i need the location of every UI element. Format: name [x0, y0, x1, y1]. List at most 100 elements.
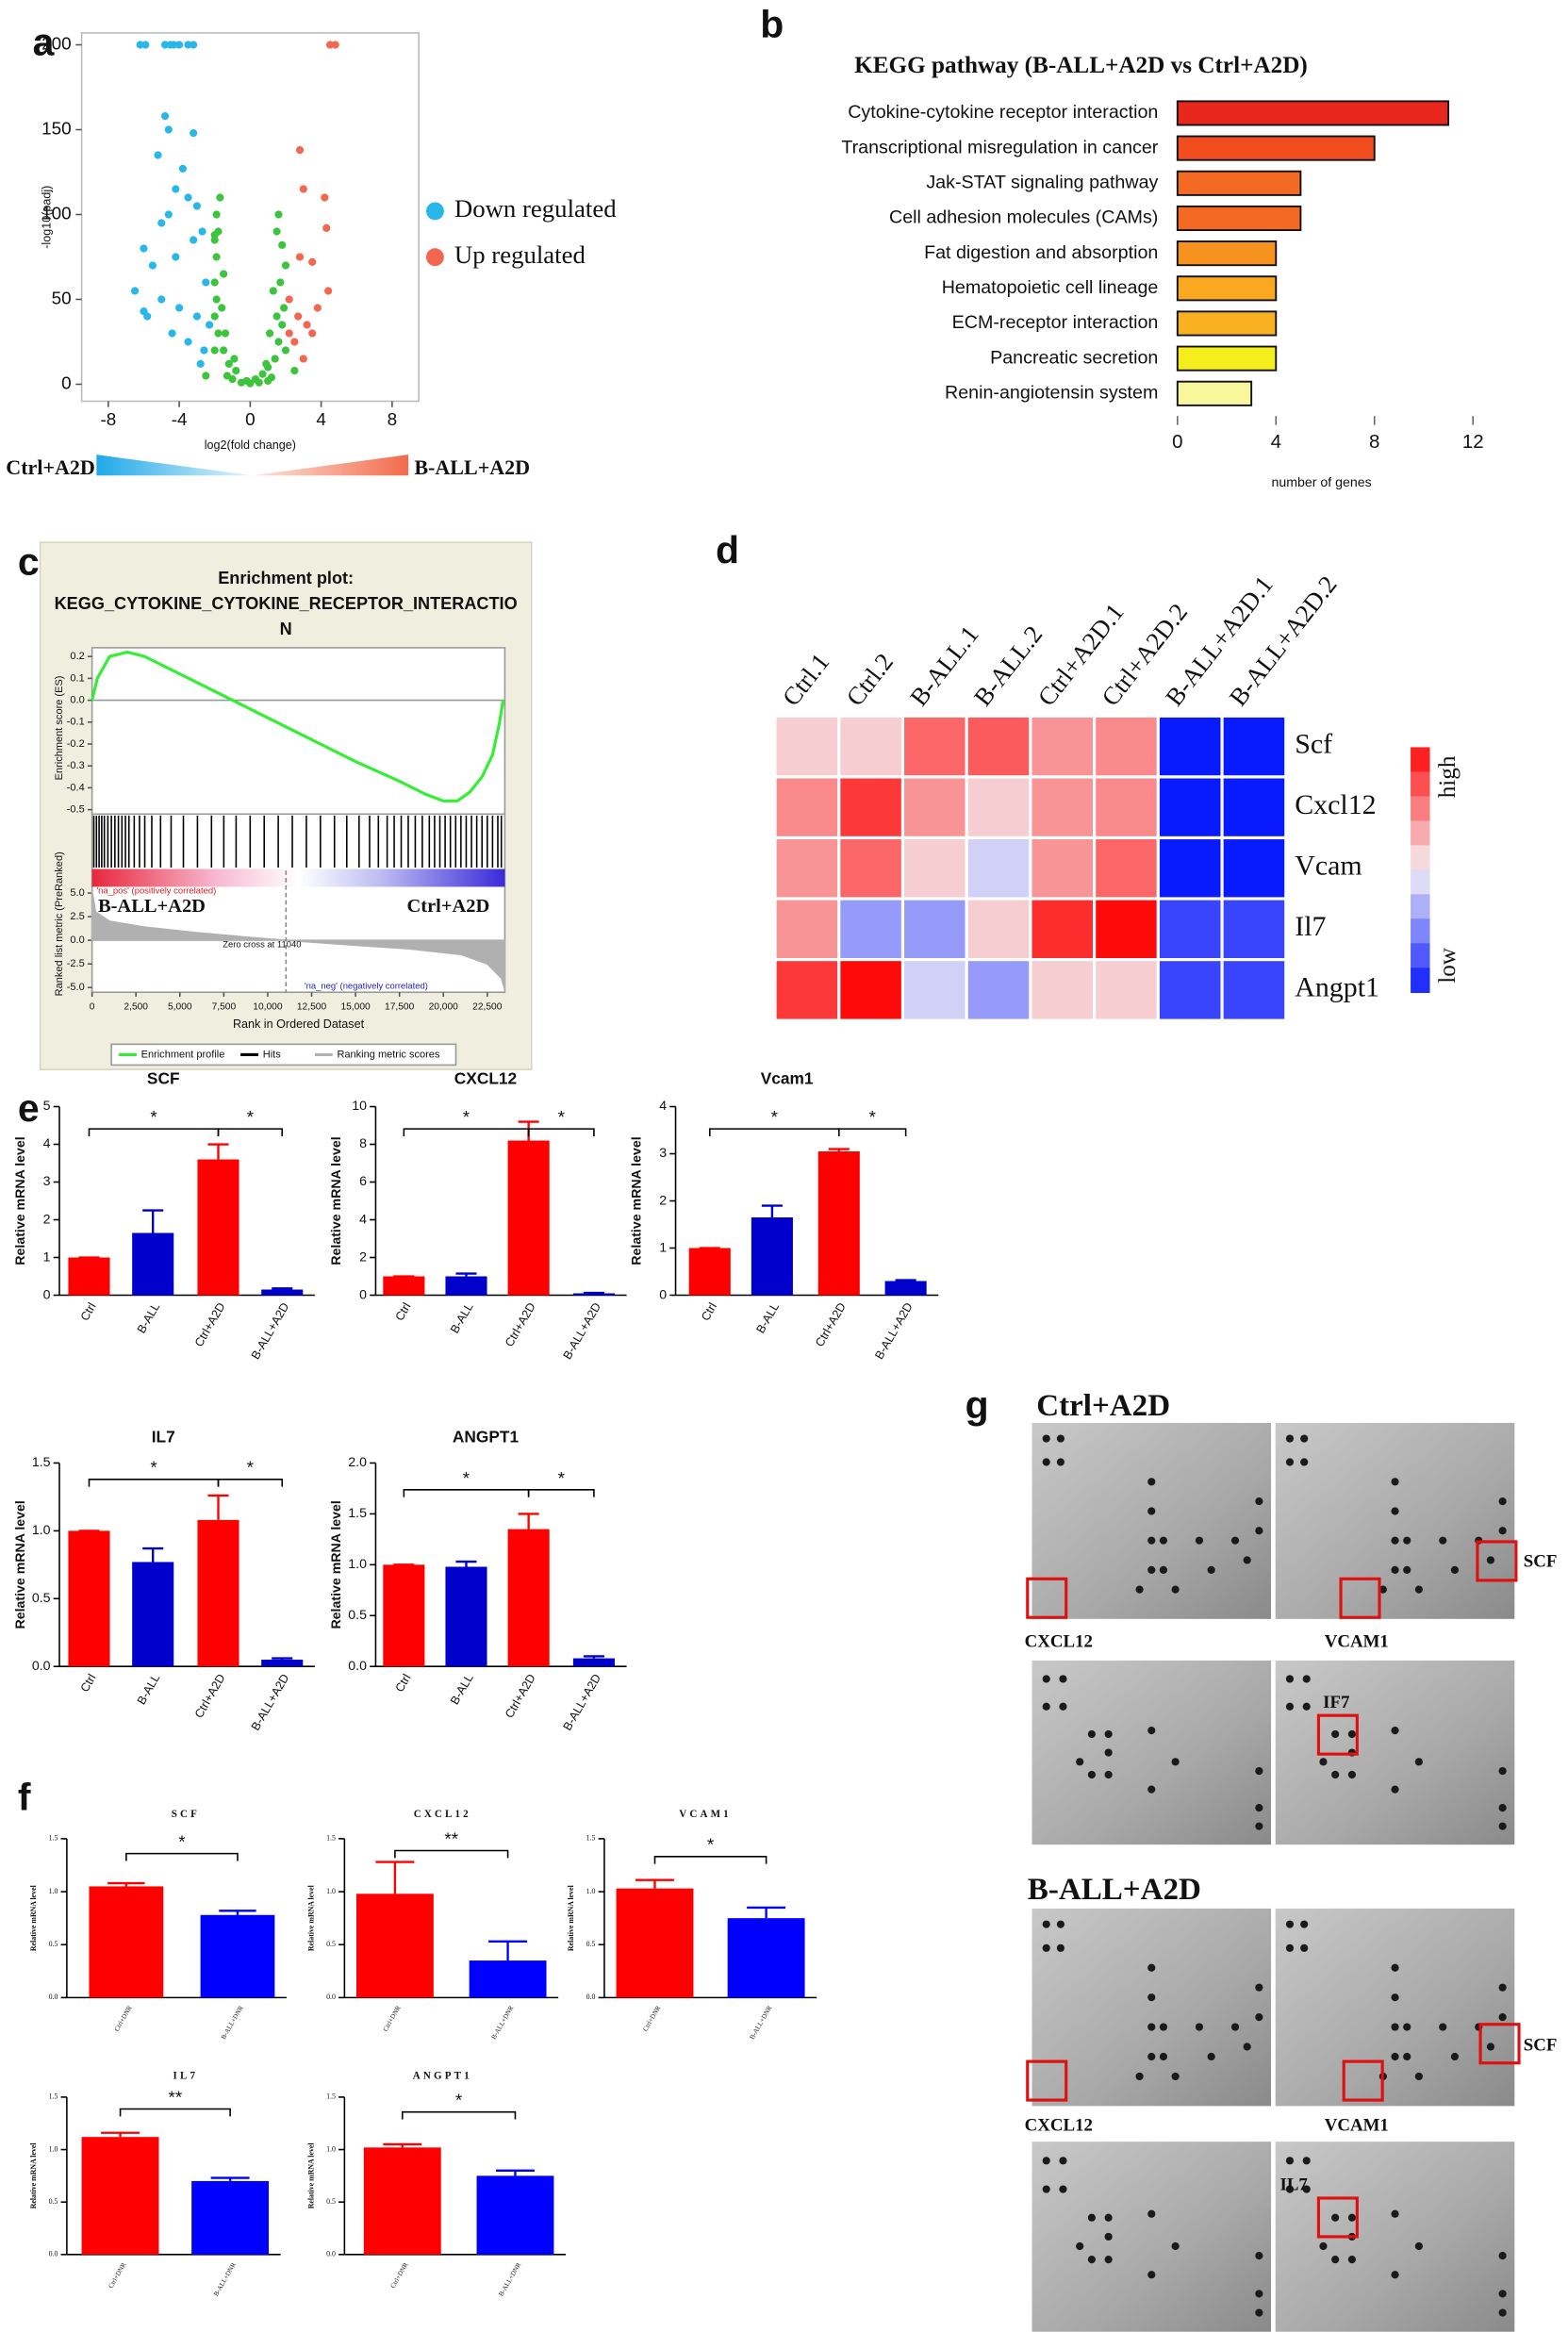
y-tick-label: 0.5 — [49, 2197, 58, 2206]
point — [224, 359, 233, 368]
y-tick-label: Jak-STAT signaling pathway — [926, 172, 1158, 192]
blot-spot — [1104, 1729, 1113, 1739]
blot-spot — [1300, 1458, 1309, 1466]
point — [285, 295, 293, 304]
y-tick-label: 0.5 — [49, 1940, 58, 1948]
colorbar-step — [1411, 968, 1430, 994]
blot-spot — [1300, 1434, 1309, 1443]
y-tick-label: 3 — [43, 1174, 51, 1189]
blot-spot — [1302, 1702, 1311, 1711]
y-tick-label: 1.0 — [49, 2144, 58, 2153]
y-tick-label: 0.0 — [348, 1659, 367, 1674]
x-tick-label: B-ALL — [753, 1300, 782, 1335]
y2-axis-label: Ranked list metric (PreRanked) — [54, 852, 65, 996]
y-tick-label: 1 — [659, 1240, 667, 1255]
y-tick-label: 1.5 — [32, 1455, 51, 1470]
blot-spot — [1347, 1770, 1356, 1779]
x-tick-label: 17,500 — [385, 1002, 415, 1013]
bar — [445, 1276, 487, 1296]
point — [190, 236, 198, 244]
highlight-box — [1316, 1713, 1359, 1756]
sig-label: * — [869, 1108, 877, 1128]
x-axis-label: log2(fold change) — [205, 438, 296, 452]
heat-cell — [1093, 775, 1160, 840]
x-tick-label: Ctrl+A2D — [192, 1300, 228, 1349]
chart-title: Vcam1 — [761, 1069, 814, 1088]
legend-label: Enrichment profile — [141, 1049, 225, 1060]
x-tick-label: 5,000 — [168, 1002, 192, 1013]
blot-spot — [1059, 2157, 1067, 2165]
y-tick-label: 0 — [359, 1287, 367, 1302]
x-tick-label: Ctrl — [393, 1300, 414, 1323]
colorbar-step — [1411, 894, 1430, 920]
y-tick-label: 100 — [41, 204, 72, 223]
y-tick-label: 1.5 — [586, 1834, 596, 1843]
blot-spot — [1285, 1920, 1295, 1928]
panel-label: d — [716, 528, 739, 571]
heat-cell — [837, 835, 905, 901]
blot-spot — [1414, 2072, 1423, 2081]
y-tick-label: 50 — [52, 289, 72, 308]
bar — [1176, 205, 1302, 231]
blot-spot — [1243, 1556, 1251, 1564]
y-tick-label: 0.2 — [70, 651, 84, 662]
colorbar-step — [1411, 943, 1430, 969]
y-tick-label: Cytokine-cytokine receptor interaction — [848, 102, 1158, 123]
y-tick-label: 1 — [43, 1249, 51, 1265]
bar — [68, 1530, 110, 1667]
point — [280, 304, 289, 312]
error-bar — [107, 1881, 145, 1887]
y-tick-label: 4 — [359, 1212, 367, 1227]
blot-spot — [1147, 1478, 1156, 1486]
point — [212, 295, 221, 304]
blot-label: SCF — [1524, 1551, 1558, 1571]
legend-label: Down regulated — [454, 194, 617, 223]
point — [210, 346, 219, 355]
y-tick-label: Cell adhesion molecules (CAMs) — [889, 207, 1158, 228]
sig-label: * — [455, 2092, 463, 2111]
bar — [751, 1217, 793, 1296]
sig-bracket — [217, 1128, 284, 1137]
blot-spot — [1347, 2256, 1356, 2264]
colorbar-label: low — [1435, 947, 1461, 984]
x-tick-label: B-ALL+DNR — [498, 2261, 523, 2298]
y-tick-label: 0.1 — [70, 672, 84, 684]
blot-spot — [1042, 1943, 1050, 1952]
group-label: B-ALL+A2D — [414, 455, 530, 479]
blot-spot — [1285, 2157, 1295, 2165]
heat-cell — [965, 958, 1032, 1022]
bar — [1176, 135, 1376, 161]
blot-spot — [1255, 1497, 1263, 1506]
x-tick-label: B-ALL+A2D — [561, 1300, 604, 1362]
point — [175, 41, 184, 49]
x-tick-label: Ctrl+DNR — [107, 2261, 128, 2290]
blot-spot — [1255, 1983, 1263, 1992]
blot-spot — [1255, 2013, 1263, 2022]
blot-spot — [1147, 1993, 1156, 2002]
blot-image — [1275, 2142, 1515, 2332]
bar — [1176, 170, 1302, 196]
blot-spot — [1059, 1702, 1067, 1711]
y-tick-label: 0.0 — [70, 694, 84, 705]
y-axis-label: Relative mRNA level — [567, 1884, 575, 1951]
point — [157, 295, 166, 304]
blot-spot — [1207, 1565, 1215, 1574]
point — [164, 210, 173, 219]
y-tick-label: 1.0 — [32, 1523, 51, 1538]
point — [198, 227, 206, 236]
blot-label: IL7 — [1279, 2175, 1307, 2195]
heat-cell — [773, 775, 841, 840]
point — [299, 185, 307, 193]
bar — [197, 1159, 239, 1296]
chart-title: IL7 — [173, 2070, 199, 2081]
y-tick-label: 0.5 — [326, 2197, 336, 2206]
sig-bracket — [837, 1128, 907, 1137]
blot-spot — [1391, 1963, 1399, 1972]
blot-spot — [1147, 1785, 1156, 1794]
bar — [476, 2175, 554, 2255]
blot-spot — [1042, 1702, 1050, 1711]
point — [278, 240, 287, 249]
blot-spot — [1403, 2052, 1411, 2061]
point — [276, 278, 285, 287]
heat-cell — [1029, 775, 1097, 840]
